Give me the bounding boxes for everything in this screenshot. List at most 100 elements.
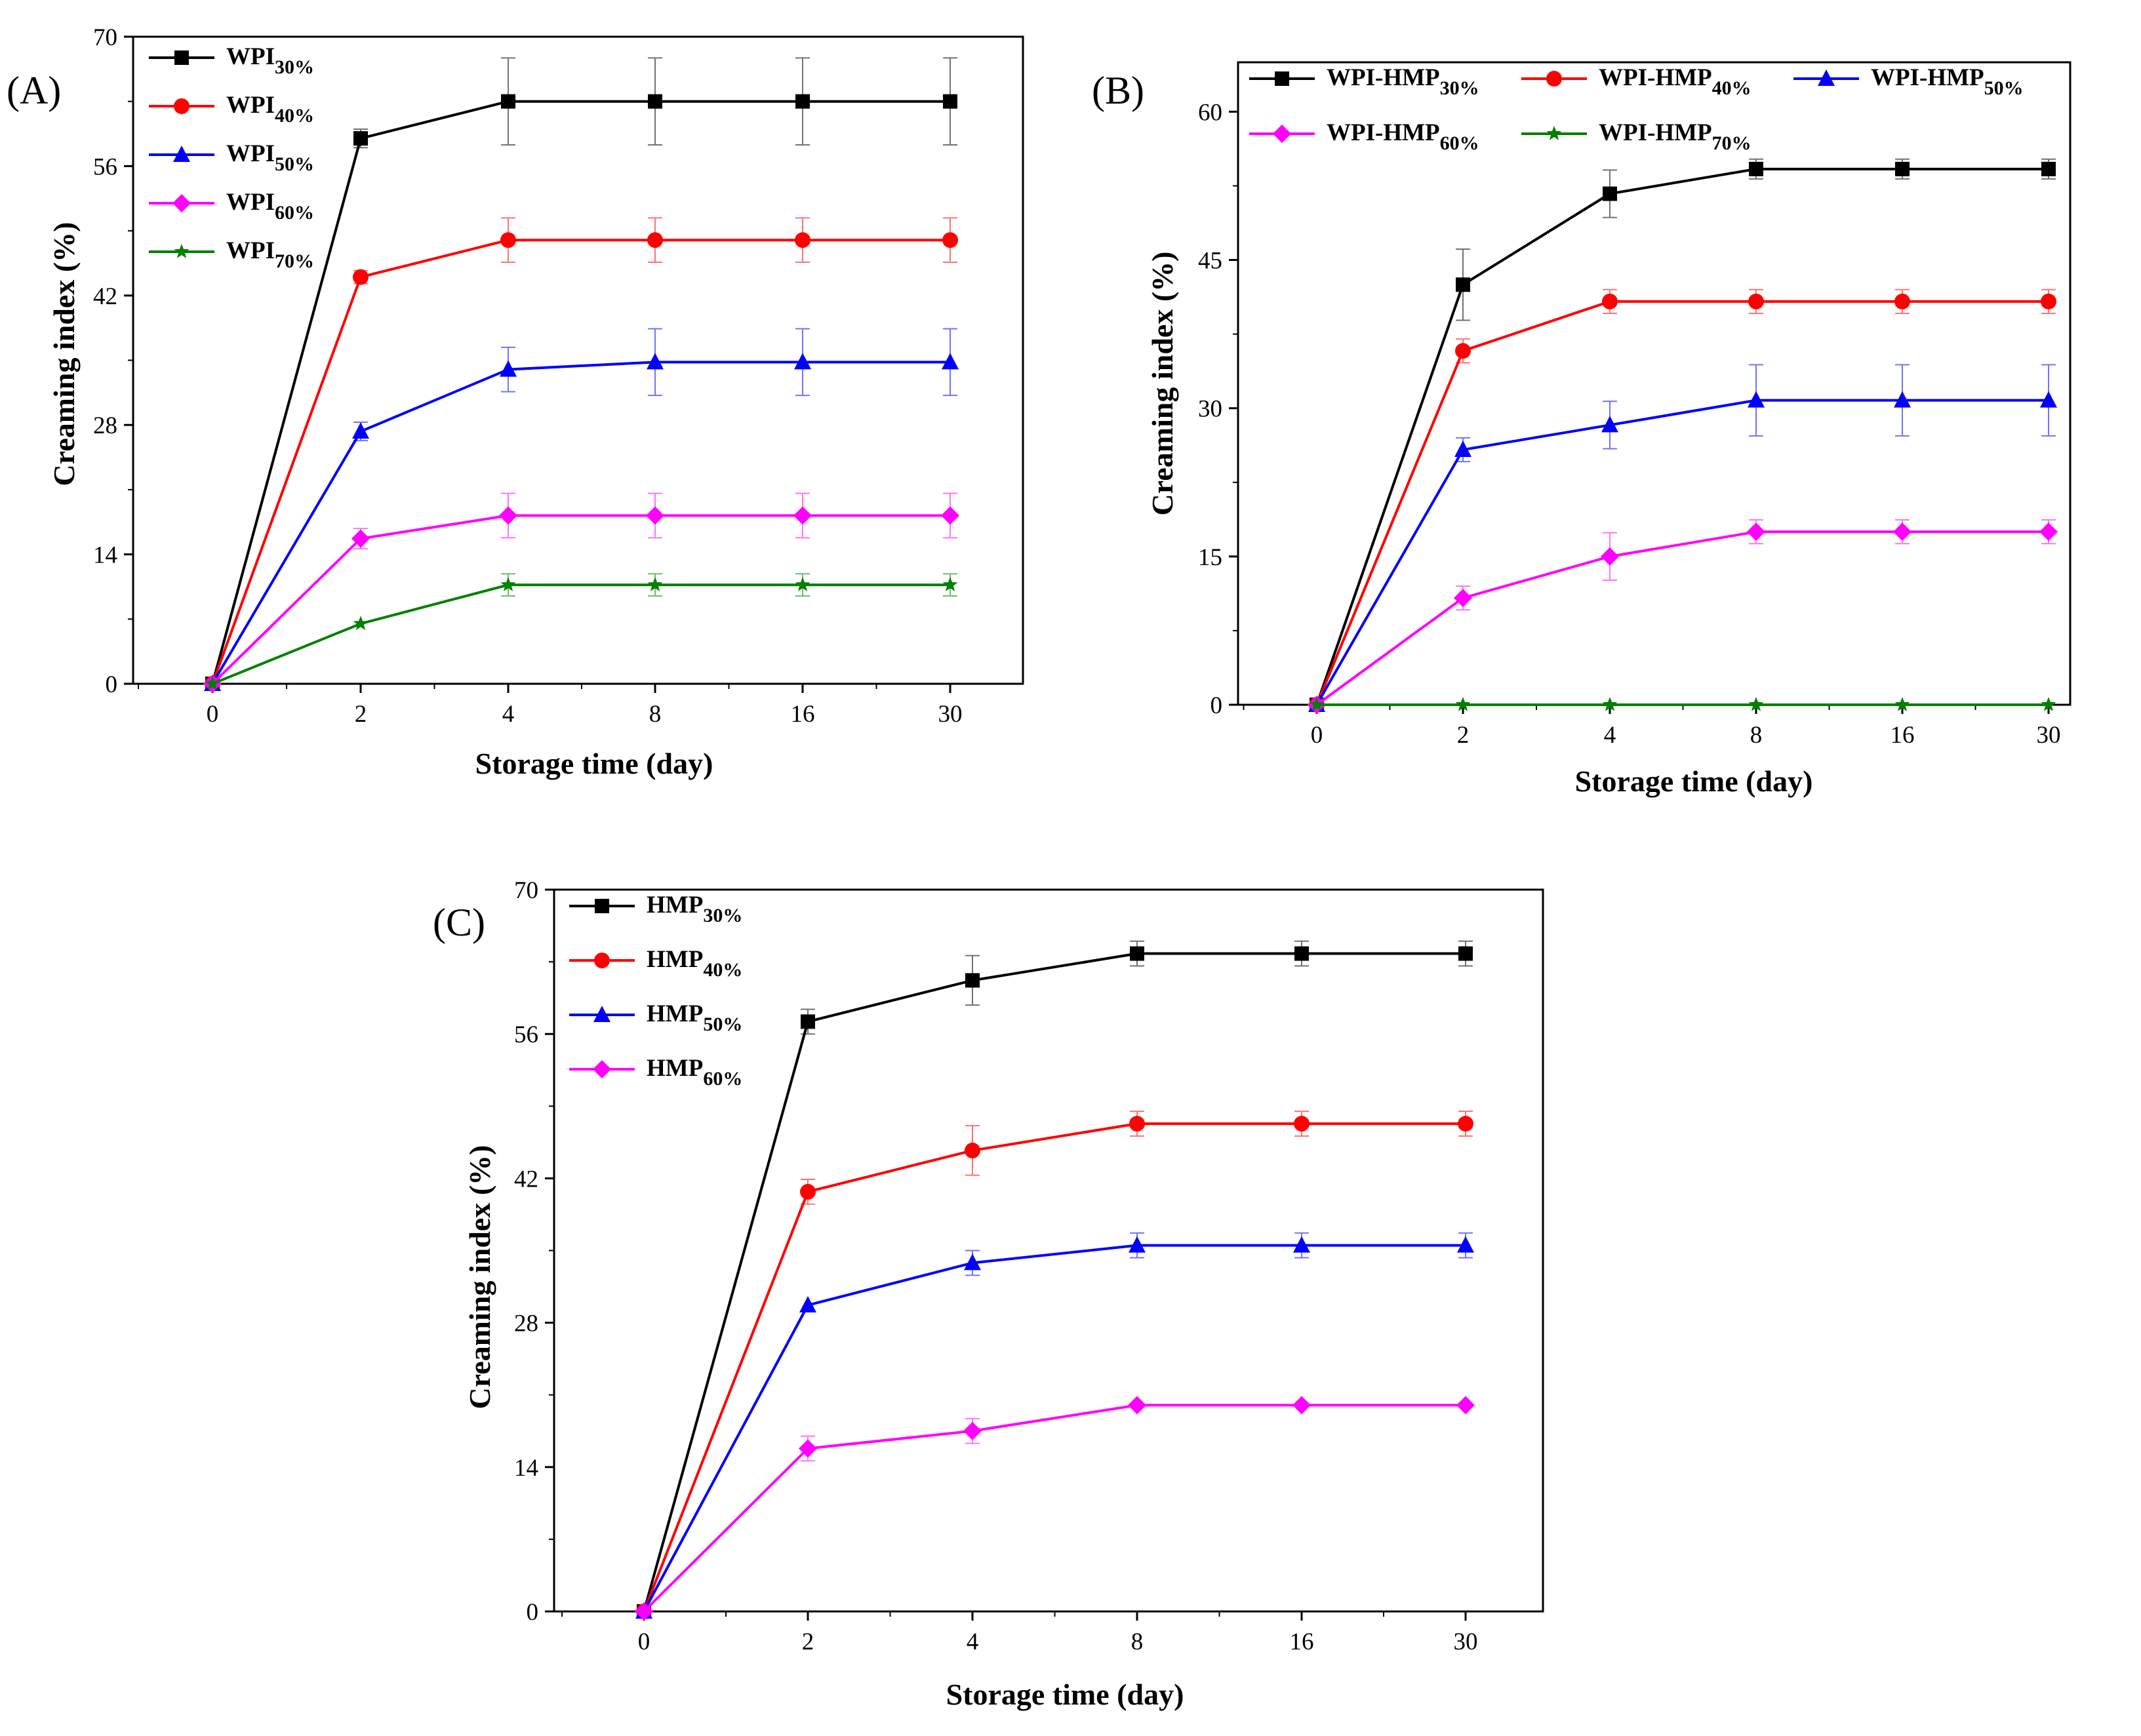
y-tick-label: 70: [93, 24, 117, 51]
series-line: [1315, 300, 2049, 705]
data-point: [1602, 697, 1618, 711]
data-point: [1546, 126, 1562, 140]
legend-subscript: 70%: [275, 250, 314, 272]
series: [636, 1111, 1473, 1619]
legend-entry: HMP50%: [569, 1000, 742, 1035]
legend-label: HMP40%: [647, 946, 742, 981]
data-point: [1456, 1396, 1475, 1415]
data-point: [1602, 293, 1618, 309]
series: [204, 328, 959, 691]
data-point: [1454, 589, 1472, 608]
x-tick-label: 16: [791, 701, 815, 728]
panel-label: (C): [433, 901, 485, 944]
data-point: [801, 1014, 815, 1029]
legend-subscript: 40%: [703, 959, 742, 981]
data-point: [2039, 523, 2058, 542]
data-point: [1818, 69, 1835, 86]
data-point: [648, 94, 662, 109]
y-tick-label: 0: [1211, 692, 1223, 719]
data-point: [1747, 523, 1765, 542]
legend-entry: HMP30%: [569, 892, 742, 926]
x-tick-label: 30: [1454, 1628, 1478, 1655]
series-line: [643, 1404, 1466, 1613]
x-tick-label: 4: [502, 701, 515, 728]
y-tick-label: 60: [1198, 99, 1222, 126]
data-point: [1893, 523, 1911, 542]
series-line: [1315, 530, 2049, 706]
data-point: [965, 973, 980, 988]
plot-area: 0 14 28 42 56 70 0 2 4 8 16 30 HMP30% HMP40% HMP50% HMP…: [514, 877, 1544, 1655]
y-tick-label: 15: [1198, 544, 1222, 571]
data-point: [1292, 1396, 1311, 1415]
series: [1308, 364, 2057, 712]
data-point: [1293, 1236, 1310, 1253]
series: [1309, 697, 2056, 711]
legend-label: WPI-HMP30%: [1327, 64, 1479, 99]
legend-entry: WPI-HMP70%: [1521, 119, 1751, 154]
data-point: [1454, 441, 1471, 458]
x-tick-label: 2: [1457, 722, 1470, 749]
data-point: [647, 353, 664, 370]
legend-subscript: 70%: [1712, 132, 1751, 154]
data-point: [793, 506, 812, 525]
legend-subscript: 40%: [275, 105, 314, 127]
series: [205, 217, 958, 692]
legend-subscript: 50%: [275, 153, 314, 175]
plot-frame: [132, 35, 1024, 685]
data-point: [593, 1060, 611, 1078]
x-tick-label: 0: [1311, 722, 1323, 749]
data-point: [1275, 71, 1289, 86]
data-point: [1749, 161, 1763, 176]
legend-label: HMP30%: [647, 892, 742, 926]
x-tick-label: 16: [1290, 1628, 1314, 1655]
x-axis-title: Storage time (day): [946, 1678, 1184, 1711]
legend-label: WPI-HMP40%: [1599, 64, 1751, 99]
data-point: [964, 1253, 981, 1271]
x-tick-label: 2: [802, 1628, 814, 1655]
data-point: [594, 953, 610, 968]
legend-subscript: 50%: [703, 1014, 742, 1035]
data-point: [1601, 547, 1619, 566]
legend-label: WPI40%: [226, 92, 314, 127]
x-tick-label: 16: [1891, 722, 1915, 749]
legend-label: WPI60%: [226, 189, 314, 224]
legend-entry: WPI30%: [149, 43, 314, 78]
legend-entry: WPI60%: [149, 189, 314, 224]
legend-label: HMP50%: [647, 1000, 742, 1035]
series-line: [643, 1244, 1466, 1612]
x-tick-label: 4: [1604, 722, 1616, 749]
y-tick-label: 45: [1198, 248, 1222, 275]
series: [1309, 288, 2056, 713]
data-point: [1128, 1396, 1146, 1415]
data-point: [1129, 1236, 1146, 1253]
y-tick-label: 14: [514, 1455, 538, 1482]
series-line: [1315, 399, 2049, 705]
y-tick-label: 56: [93, 153, 117, 180]
data-point: [1748, 697, 1764, 711]
data-point: [800, 1183, 816, 1200]
legend-label: WPI-HMP50%: [1871, 64, 2024, 99]
legend-subscript: 60%: [1440, 132, 1479, 154]
data-point: [1748, 391, 1765, 408]
legend-entry: HMP40%: [569, 946, 742, 981]
data-point: [795, 232, 810, 248]
legend-subscript: 50%: [1984, 77, 2024, 99]
data-point: [500, 360, 517, 377]
legend-entry: WPI40%: [149, 92, 314, 127]
panel-c: (C) Storage time (day) Creaming index (%…: [433, 877, 1544, 1711]
y-axis-title: Creaming index (%): [463, 1145, 496, 1410]
legend-label: WPI50%: [226, 140, 314, 175]
data-point: [963, 1421, 982, 1440]
series-line: [1315, 167, 2049, 705]
series: [637, 940, 1473, 1619]
data-point: [2041, 697, 2056, 711]
y-tick-label: 0: [106, 671, 118, 698]
legend-entry: WPI-HMP60%: [1249, 119, 1479, 154]
data-point: [2041, 161, 2056, 176]
legend-label: HMP60%: [647, 1055, 742, 1090]
series: [635, 1232, 1474, 1619]
legend-entry: WPI70%: [149, 237, 314, 272]
y-axis-title: Creaming index (%): [1146, 252, 1179, 516]
series-line: [643, 1122, 1466, 1612]
